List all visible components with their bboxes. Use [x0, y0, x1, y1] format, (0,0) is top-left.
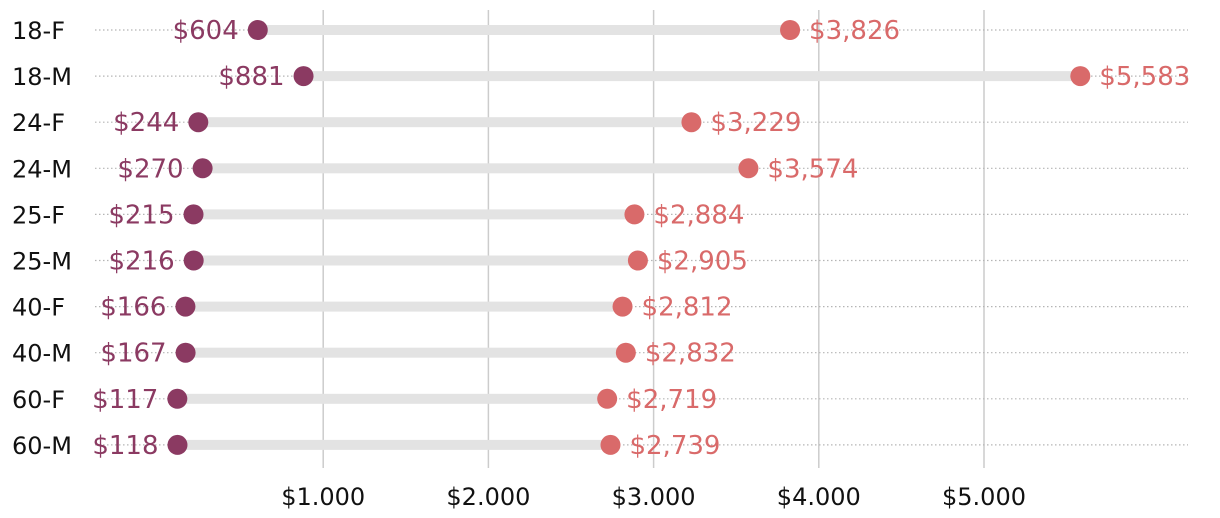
x-tick-label: $5.000	[942, 483, 1026, 511]
category-label: 40-F	[12, 294, 65, 322]
low-value-label: $881	[218, 62, 284, 92]
high-value-label: $3,574	[767, 154, 858, 184]
low-value-dot	[183, 204, 204, 225]
x-axis-ticks: $1.000 $2.000 $3.000 $4.000 $5.000	[281, 483, 1026, 511]
category-label: 24-F	[12, 109, 65, 137]
high-value-dot	[738, 158, 759, 179]
high-value-label: $2,739	[629, 431, 720, 461]
category-label: 40-M	[12, 340, 72, 368]
range-bar	[202, 163, 749, 174]
x-tick-label: $3.000	[612, 483, 696, 511]
row-guides	[95, 29, 1188, 446]
range-bar	[193, 255, 638, 266]
low-value-label: $215	[108, 200, 174, 230]
range-bar	[185, 347, 626, 358]
high-value-dot	[1070, 66, 1091, 87]
category-label: 60-F	[12, 386, 65, 414]
high-value-label: $2,884	[653, 200, 744, 230]
range-bar	[185, 301, 623, 312]
low-value-dot	[175, 342, 196, 363]
high-value-label: $2,905	[657, 247, 748, 277]
high-value-dot	[597, 388, 618, 409]
range-bar	[257, 25, 791, 35]
high-value-label: $2,832	[645, 339, 736, 369]
range-bar	[198, 117, 692, 128]
high-value-dot	[612, 296, 633, 317]
low-value-dot	[192, 158, 213, 179]
category-label: 18-F	[12, 17, 65, 45]
high-value-dot	[615, 342, 636, 363]
x-tick-label: $4.000	[777, 483, 861, 511]
range-bar	[177, 393, 608, 404]
high-value-dot	[624, 204, 645, 225]
category-label: 25-M	[12, 248, 72, 276]
high-value-label: $3,826	[809, 16, 900, 46]
x-tick-label: $1.000	[281, 483, 365, 511]
low-value-dot	[247, 20, 268, 40]
high-value-dot	[600, 434, 621, 455]
low-value-dot	[183, 250, 204, 271]
category-label: 18-M	[12, 63, 72, 91]
high-value-label: $5,583	[1099, 62, 1190, 92]
high-value-label: $3,229	[710, 108, 801, 138]
low-value-label: $604	[173, 16, 239, 46]
high-value-label: $2,719	[626, 385, 717, 415]
low-value-dot	[293, 66, 314, 87]
low-value-label: $216	[109, 247, 175, 277]
category-label: 25-F	[12, 201, 65, 229]
low-value-label: $118	[92, 431, 158, 461]
range-bar	[303, 71, 1081, 82]
value-dots	[167, 20, 1091, 455]
low-value-dot	[188, 112, 209, 133]
range-bar	[193, 209, 635, 220]
low-value-dot	[175, 296, 196, 317]
low-value-label: $166	[100, 293, 166, 323]
low-value-dot	[167, 434, 188, 455]
range-bar	[177, 439, 611, 450]
low-value-label: $117	[92, 385, 158, 415]
category-labels: 18-F 18-M 24-F 24-M 25-F 25-M 40-F 40-M 60-F 60-M	[12, 17, 72, 460]
low-value-label: $167	[100, 339, 166, 369]
low-value-dot	[167, 388, 188, 409]
high-value-label: $2,812	[642, 293, 733, 323]
gridlines	[322, 10, 985, 468]
high-value-dot	[681, 112, 702, 133]
range-bars	[177, 25, 1081, 450]
x-tick-label: $2.000	[446, 483, 530, 511]
high-value-dot	[780, 20, 801, 40]
high-value-dot	[627, 250, 648, 271]
category-label: 60-M	[12, 432, 72, 460]
low-value-label: $270	[117, 154, 183, 184]
value-labels: $604 $3,826 $881 $5,583 $244 $3,229 $270 $3,574…	[92, 16, 1190, 461]
category-label: 24-M	[12, 155, 72, 183]
low-value-label: $244	[113, 108, 179, 138]
